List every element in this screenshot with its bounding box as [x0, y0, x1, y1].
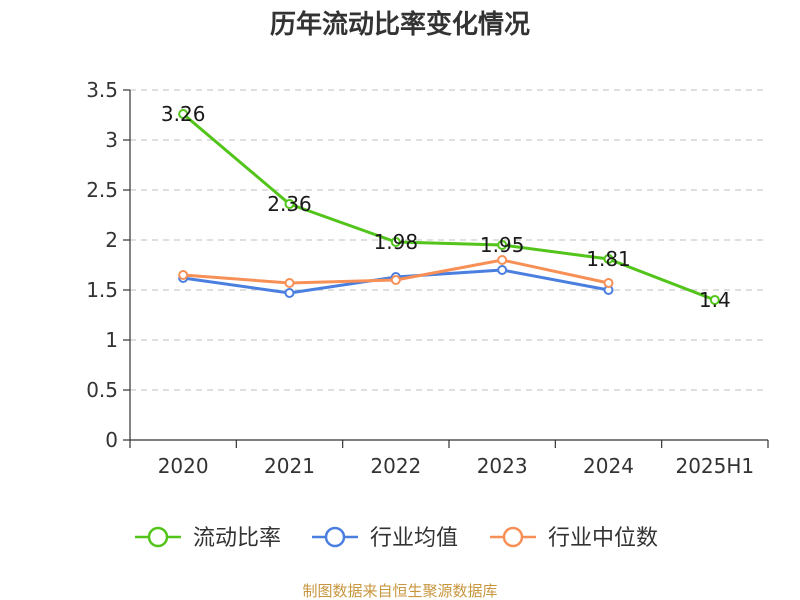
data-point[interactable] — [284, 199, 295, 209]
data-point[interactable] — [497, 265, 508, 275]
data-label: 2.36 — [267, 192, 312, 216]
legend[interactable]: 流动比率 行业均值 行业中位数 — [135, 526, 658, 551]
chart-title: 历年流动比率变化情况 — [270, 9, 530, 40]
data-labels: 3.26 2.36 1.98 1.95 1.81 1.4 — [161, 102, 731, 312]
legend-item[interactable]: 行业中位数 — [490, 526, 658, 551]
x-tick-label: 2024 — [583, 454, 634, 478]
data-point[interactable] — [178, 109, 189, 119]
x-tick-label: 2022 — [370, 454, 421, 478]
data-label: 3.26 — [161, 102, 206, 126]
data-point[interactable] — [284, 278, 295, 288]
data-point[interactable] — [178, 270, 189, 280]
data-label: 1.81 — [586, 247, 631, 271]
y-tick-label: 2.5 — [86, 178, 118, 202]
legend-marker — [502, 526, 524, 548]
data-label: 1.95 — [480, 233, 525, 257]
legend-marker — [324, 526, 346, 548]
legend-label: 行业均值 — [370, 526, 458, 551]
series-lines — [178, 109, 720, 305]
data-point[interactable] — [497, 240, 508, 250]
series-line — [182, 112, 716, 302]
data-point[interactable] — [497, 255, 508, 265]
y-tick-label: 0 — [105, 428, 118, 452]
x-tick-label: 2020 — [158, 454, 209, 478]
axes: 0 0.5 1 1.5 2 2.5 3 3.5 2020 2021 2022 2023 2024 2025… — [86, 78, 769, 478]
x-tick-label: 2023 — [477, 454, 528, 478]
legend-item[interactable]: 行业均值 — [312, 526, 458, 551]
x-tick-label: 2021 — [264, 454, 315, 478]
data-point[interactable] — [603, 278, 614, 288]
y-tick-label: 2 — [105, 228, 118, 252]
data-point[interactable] — [390, 275, 401, 285]
legend-label: 行业中位数 — [548, 526, 658, 551]
source-note: 制图数据来自恒生聚源数据库 — [302, 582, 497, 600]
y-tick-label: 3.5 — [86, 78, 118, 102]
data-point[interactable] — [603, 254, 614, 264]
data-point[interactable] — [284, 288, 295, 298]
y-tick-label: 1.5 — [86, 278, 118, 302]
y-tick-label: 3 — [105, 128, 118, 152]
legend-marker — [147, 526, 169, 548]
y-tick-label: 1 — [105, 328, 118, 352]
legend-item[interactable]: 流动比率 — [135, 526, 281, 551]
data-point[interactable] — [390, 237, 401, 247]
legend-label: 流动比率 — [193, 526, 281, 551]
data-label: 1.4 — [699, 288, 731, 312]
data-point[interactable] — [709, 295, 720, 305]
x-tick-label: 2025H1 — [675, 454, 754, 478]
y-tick-label: 0.5 — [86, 378, 118, 402]
data-label: 1.98 — [374, 230, 419, 254]
grid-lines — [130, 89, 768, 391]
